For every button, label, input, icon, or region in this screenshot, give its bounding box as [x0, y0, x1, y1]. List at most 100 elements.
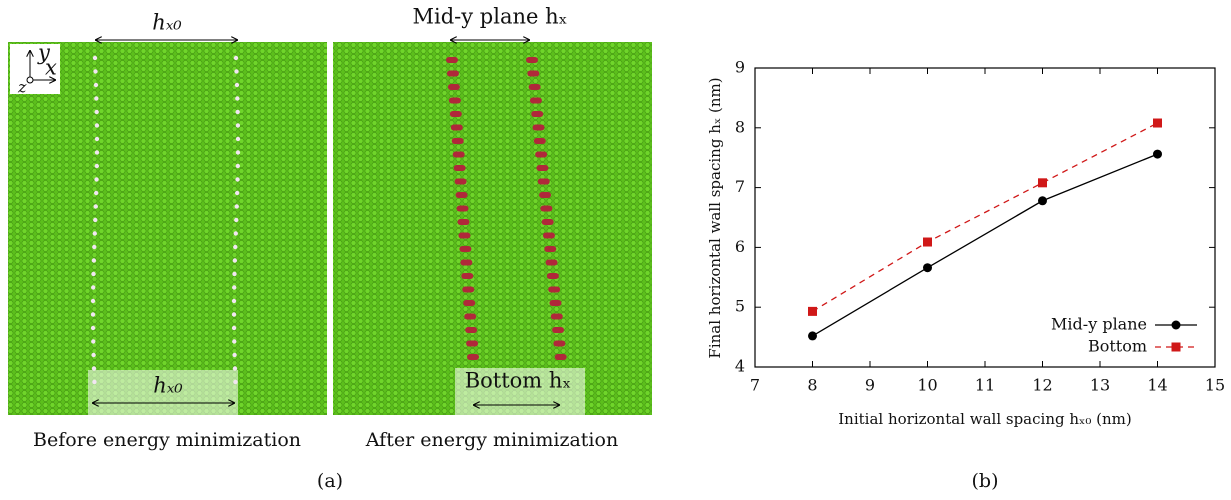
- data-point: [923, 263, 932, 273]
- wall-atom: [452, 151, 465, 158]
- wall-atom: [94, 177, 99, 182]
- wall-atom: [94, 150, 100, 155]
- caption: Before energy minimization: [33, 429, 301, 451]
- label-box: [88, 370, 238, 415]
- wall-atom: [233, 379, 238, 385]
- data-point: [923, 237, 932, 247]
- axis-dot: [26, 76, 34, 84]
- wall-atom: [232, 339, 237, 344]
- series-line: [812, 153, 1158, 337]
- wall-atom: [232, 366, 238, 371]
- panel-label: (b): [972, 470, 999, 492]
- wall-atom: [459, 246, 472, 252]
- legend-marker: [1171, 320, 1181, 330]
- wall-atom: [235, 96, 240, 101]
- wall-atom: [463, 300, 476, 306]
- wall-atom: [90, 325, 96, 331]
- wall-atom: [93, 217, 98, 223]
- y-axis-label: Final horizontal wall spacing hₓ (nm): [706, 77, 724, 358]
- wall-atom: [233, 231, 238, 236]
- wall-atom: [545, 259, 558, 266]
- data-point: [1038, 196, 1047, 206]
- axis-y: y: [37, 41, 51, 65]
- wall-atom: [235, 136, 241, 142]
- atom-slab: [333, 42, 652, 415]
- wall-atom: [464, 313, 477, 320]
- wall-atom: [546, 273, 559, 279]
- wall-atom: [91, 339, 96, 344]
- x-axis-label: Initial horizontal wall spacing hₓ₀ (nm): [838, 410, 1132, 428]
- wall-atom: [454, 178, 467, 185]
- axis-box: [10, 44, 60, 94]
- wall-atom: [92, 244, 97, 250]
- legend-marker: [1171, 342, 1181, 352]
- wall-atom: [91, 285, 96, 290]
- wall-atom: [541, 219, 554, 225]
- x-tick-label: 12: [1032, 376, 1052, 395]
- wall-atom: [448, 97, 461, 104]
- wall-atom: [531, 111, 544, 117]
- y-tick-label: 9: [735, 58, 745, 77]
- axis-z: z: [17, 78, 27, 97]
- series-line: [812, 122, 1158, 312]
- x-tick-label: 13: [1090, 376, 1110, 395]
- bottom-label: hₓ₀: [153, 374, 183, 398]
- wall-atom: [91, 366, 97, 371]
- y-tick-label: 8: [735, 117, 745, 136]
- data-point: [1153, 149, 1162, 159]
- wall-atom: [234, 217, 239, 223]
- legend-label: Mid-y plane: [1051, 315, 1147, 334]
- wall-atom: [91, 258, 97, 263]
- wall-atom: [231, 325, 237, 331]
- wall-atom: [536, 165, 549, 171]
- wall-atom: [465, 327, 478, 333]
- wall-atom: [449, 111, 462, 117]
- wall-atom: [94, 109, 99, 115]
- wall-atom: [93, 69, 98, 74]
- wall-atom: [458, 232, 471, 239]
- y-tick-label: 4: [735, 357, 745, 376]
- wall-atom: [233, 55, 239, 61]
- wall-atom: [544, 246, 557, 252]
- wall-atom: [94, 163, 100, 169]
- top-label: hₓ₀: [152, 11, 182, 35]
- top-label: Mid-y plane hₓ: [412, 5, 567, 29]
- atom-slab: [8, 42, 327, 415]
- wall-atom: [92, 55, 98, 61]
- wall-atom: [93, 190, 99, 196]
- wall-atom: [535, 151, 548, 158]
- panel-a: y x z hₓ₀ Mid-y plane hₓ hₓ₀ Bottom hₓ B…: [8, 5, 652, 492]
- wall-atom: [550, 313, 563, 320]
- wall-atom: [549, 300, 562, 306]
- data-point: [1038, 178, 1047, 188]
- wall-atom: [233, 244, 238, 250]
- wall-atom: [460, 259, 473, 266]
- x-tick-label: 15: [1205, 376, 1225, 395]
- wall-atom: [94, 123, 100, 128]
- x-tick-label: 9: [865, 376, 875, 395]
- wall-atom: [232, 271, 237, 277]
- wall-atom: [94, 96, 99, 101]
- wall-atom: [234, 204, 239, 209]
- data-point: [808, 306, 817, 316]
- wall-atom: [93, 204, 98, 209]
- axis-x: x: [45, 56, 57, 80]
- wall-atom: [235, 123, 241, 128]
- wall-atom: [234, 69, 239, 74]
- x-tick-label: 7: [750, 376, 760, 395]
- panel-label: (a): [317, 470, 343, 492]
- x-tick-label: 10: [917, 376, 937, 395]
- x-tick-label: 14: [1147, 376, 1167, 395]
- wall-atom: [94, 136, 100, 142]
- wall-atom: [466, 340, 479, 347]
- wall-atom: [90, 312, 96, 317]
- wall-atom: [456, 205, 469, 212]
- wall-atom: [90, 298, 96, 304]
- wall-atom: [451, 138, 464, 144]
- bottom-label: Bottom hₓ: [465, 369, 572, 393]
- wall-atom: [234, 82, 240, 88]
- y-tick-label: 6: [735, 237, 745, 256]
- wall-atom: [457, 219, 470, 225]
- x-tick-label: 11: [975, 376, 995, 395]
- wall-atom: [542, 232, 555, 239]
